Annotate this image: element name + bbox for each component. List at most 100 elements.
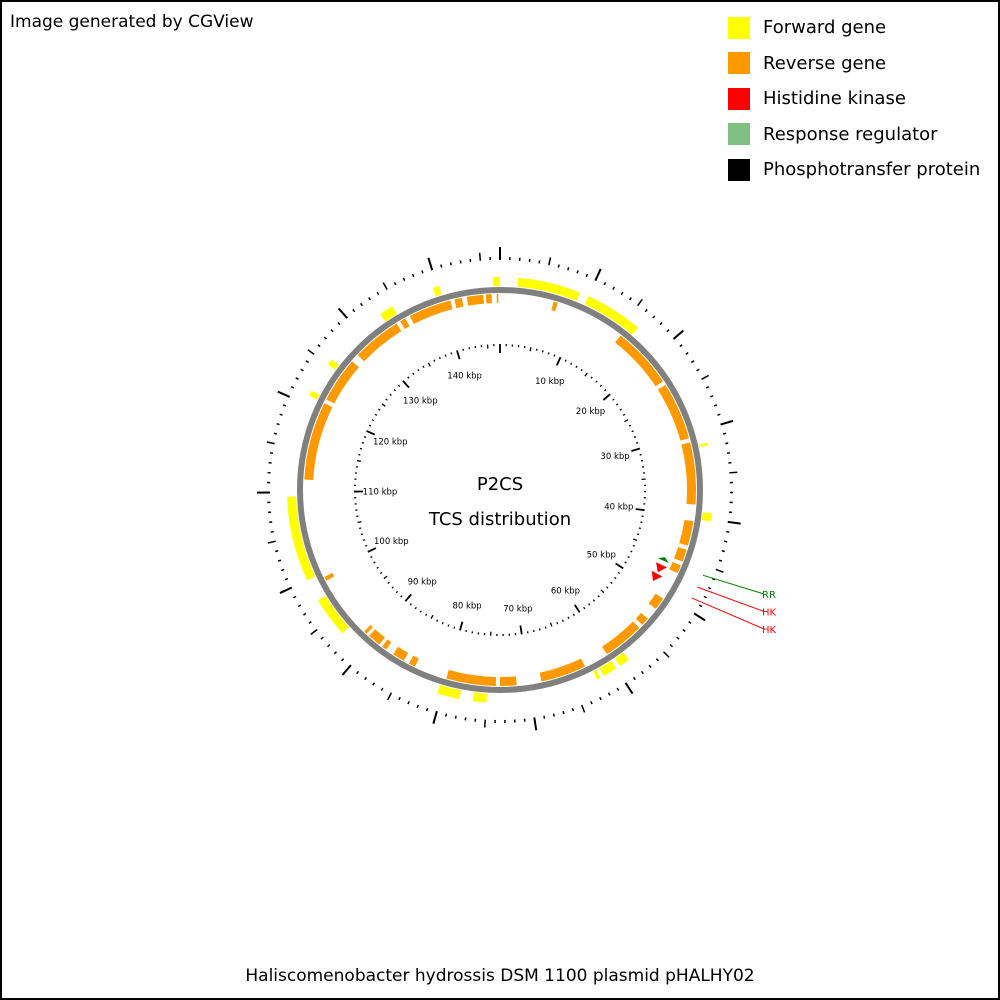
inner-tick-86: [425, 613, 428, 616]
callout-label-2: HK: [762, 608, 777, 619]
outer-tick-68: [552, 713, 556, 717]
outer-tick-92: [333, 651, 338, 655]
reverse-gene-25: [409, 300, 453, 325]
outer-tick-64: [590, 701, 593, 705]
outer-tick-13: [620, 291, 624, 295]
inner-tick-121: [368, 424, 372, 427]
inner-tick-85: [430, 614, 434, 620]
reverse-gene-15: [408, 655, 419, 667]
outer-tick-143: [459, 260, 462, 264]
scale-label-110: 110 kbp: [363, 487, 398, 497]
outer-tick-135: [382, 282, 388, 290]
inner-tick-60: [573, 604, 581, 613]
outer-tick-98: [297, 604, 302, 608]
inner-tick-135: [427, 362, 431, 367]
outer-tick-84: [398, 696, 401, 701]
outer-tick-67: [562, 710, 565, 715]
inner-tick-6: [535, 348, 538, 351]
legend-item-phosphotransfer-protein: Phosphotransfer protein: [728, 152, 980, 188]
inner-tick-117: [359, 447, 363, 450]
legend-swatch-histidine-kinase: [728, 87, 750, 110]
forward-gene-16: [432, 285, 442, 297]
inner-tick-87: [419, 610, 422, 613]
outer-tick-51: [688, 620, 692, 624]
scale-label-120: 120 kbp: [373, 437, 408, 447]
forward-gene-4: [698, 442, 709, 448]
inner-tick-131: [407, 376, 410, 379]
reverse-gene-7: [674, 547, 687, 562]
outer-tick-123: [300, 368, 304, 372]
outer-tick-32: [725, 442, 729, 445]
forward-gene-8: [593, 669, 601, 680]
outer-tick-59: [632, 676, 636, 681]
inner-tick-138: [444, 354, 447, 357]
outer-tick-55: [662, 651, 670, 658]
inner-tick-82: [447, 624, 450, 627]
inner-tick-26: [628, 424, 632, 427]
outer-tick-118: [279, 413, 283, 416]
scale-label-40: 40 kbp: [604, 503, 633, 513]
reverse-gene-4: [657, 384, 690, 441]
inner-tick-70: [519, 625, 523, 635]
inner-tick-53: [610, 581, 613, 584]
inner-tick-136: [433, 359, 436, 362]
outer-tick-81: [425, 708, 429, 712]
outer-tick-88: [364, 676, 368, 681]
inner-tick-99: [370, 556, 373, 559]
inner-tick-92: [395, 590, 399, 594]
legend-swatch-phosphotransfer-protein: [728, 158, 750, 181]
outer-tick-100: [279, 586, 293, 594]
reverse-gene-track: [304, 294, 696, 686]
tcs-feature-track: [651, 557, 669, 581]
inner-tick-115: [356, 459, 362, 463]
outer-tick-20: [672, 329, 684, 340]
inner-tick-17: [595, 380, 598, 383]
outer-tick-83: [407, 701, 410, 705]
outer-tick-19: [666, 329, 670, 333]
outer-tick-90: [341, 664, 352, 676]
outer-tick-82: [416, 704, 419, 709]
reverse-gene-6: [679, 519, 694, 546]
inner-tick-96: [379, 571, 383, 575]
legend-swatch-response-regulator: [728, 123, 750, 146]
inner-tick-44: [636, 533, 640, 536]
reverse-gene-22: [326, 361, 359, 404]
inner-tick-46: [632, 544, 635, 547]
inner-tick-90: [404, 593, 412, 602]
inner-tick-139: [450, 352, 453, 355]
scale-label-70: 70 kbp: [503, 605, 532, 615]
generator-note: Image generated by CGView: [10, 12, 254, 32]
forward-gene-12: [287, 496, 316, 581]
inner-tick-101: [365, 544, 368, 547]
reverse-gene-27: [466, 294, 485, 306]
forward-gene-6: [614, 652, 629, 666]
outer-tick-137: [402, 277, 406, 282]
reverse-gene-8: [669, 562, 681, 574]
legend-item-forward-gene: Forward gene: [728, 10, 980, 46]
center-subtitle: TCS distribution: [428, 509, 571, 530]
outer-tick-106: [270, 530, 274, 533]
inner-tick-93: [391, 586, 394, 589]
outer-tick-23: [690, 360, 695, 364]
outer-tick-75: [484, 719, 487, 728]
outer-tick-89: [356, 670, 360, 675]
outer-tick-25: [701, 374, 709, 380]
outer-tick-128: [330, 329, 334, 333]
outer-tick-15: [636, 298, 643, 307]
inner-tick-16: [590, 376, 593, 379]
tcs-feature-hk-3: [651, 570, 663, 581]
inner-tick-63: [561, 619, 564, 622]
outer-tick-102: [281, 568, 285, 572]
forward-gene-track: [287, 277, 712, 703]
inner-tick-62: [567, 616, 570, 620]
inner-tick-104: [359, 527, 362, 530]
reverse-gene-2: [551, 301, 558, 312]
scale-labels: 10 kbp 20 kbp 30 kbp 40 kbp 50 kbp 60 kbp 70 k…: [363, 371, 634, 614]
reverse-gene-3: [615, 335, 664, 387]
outer-tick-52: [682, 628, 686, 632]
legend-label-reverse-gene: Reverse gene: [763, 52, 887, 74]
scale-label-10: 10 kbp: [535, 377, 564, 387]
inner-tick-51: [617, 571, 621, 575]
inner-tick-43: [638, 527, 641, 530]
callout-line-1: [702, 574, 765, 595]
